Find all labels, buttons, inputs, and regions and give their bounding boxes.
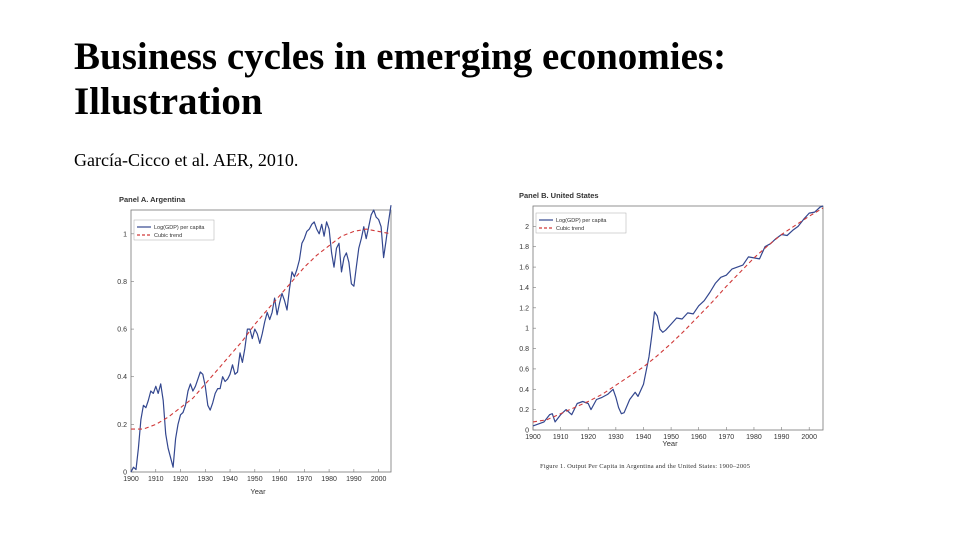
y-tick-label: 1 xyxy=(123,231,127,238)
series-group xyxy=(532,205,824,427)
y-tick-label: 1.8 xyxy=(519,244,529,251)
x-tick-label: 1920 xyxy=(580,434,596,441)
chart-united-states: Panel B. United States 0 0.2 0.4 0.6 0.8 1 1.2… xyxy=(519,191,824,470)
x-tick-label: 1980 xyxy=(746,434,762,441)
chart-title: Panel B. United States xyxy=(519,191,599,200)
legend: Log(GDP) per capita Cubic trend xyxy=(535,212,627,234)
figure-caption: Figure 1. Output Per Capita in Argentina… xyxy=(540,463,750,470)
x-tick-label: 1920 xyxy=(173,476,189,483)
y-tick-label: 1 xyxy=(525,326,529,333)
y-tick-label: 0.2 xyxy=(117,422,127,429)
y-tick-label: 0.8 xyxy=(117,279,127,286)
legend: Log(GDP) per capita Cubic trend xyxy=(133,219,215,241)
x-tick-label: 1950 xyxy=(247,476,263,483)
x-tick-label: 1960 xyxy=(691,434,707,441)
chart-argentina: Panel A. Argentina 00.20.40.60.81 1900 19… xyxy=(117,195,392,496)
cubic-trend-line xyxy=(131,228,392,430)
x-tick-label: 1990 xyxy=(774,434,790,441)
y-tick-label: 0.6 xyxy=(519,366,529,373)
x-tick-label: 2000 xyxy=(371,476,387,483)
x-tick-label: 1900 xyxy=(525,434,541,441)
slide-title: Business cycles in emerging economies: I… xyxy=(74,35,727,123)
y-tick-label: 1.4 xyxy=(519,285,529,292)
y-tick-label: 0 xyxy=(123,470,127,477)
x-tick-label: 1900 xyxy=(123,476,139,483)
gdp-series-line xyxy=(130,205,392,473)
x-axis-title: Year xyxy=(250,487,266,496)
y-tick-label: 1.6 xyxy=(519,265,529,272)
x-axis: 1900 1910 1920 1930 1940 1950 1960 1970 1980 1990… xyxy=(123,469,387,483)
y-axis: 0 0.2 0.4 0.6 0.8 1 1.2 1.4 1.6 1.8 2 xyxy=(519,224,536,435)
y-tick-label: 2 xyxy=(525,224,529,231)
x-tick-label: 1910 xyxy=(553,434,569,441)
cubic-trend-line xyxy=(532,207,824,423)
y-tick-label: 0.6 xyxy=(117,327,127,334)
y-tick-label: 0.8 xyxy=(519,346,529,353)
y-axis: 0 0.2 0.4 0.6 0.8 1 xyxy=(117,231,134,477)
x-tick-label: 1990 xyxy=(346,476,362,483)
x-tick-label: 1940 xyxy=(222,476,238,483)
chart-title: Panel A. Argentina xyxy=(119,195,186,204)
legend-label-trend: Cubic trend xyxy=(556,226,584,232)
x-tick-label: 1930 xyxy=(197,476,213,483)
y-tick-label: 1.2 xyxy=(519,305,529,312)
x-tick-label: 1910 xyxy=(148,476,164,483)
x-tick-label: 1970 xyxy=(719,434,735,441)
x-tick-label: 1970 xyxy=(297,476,313,483)
series-group xyxy=(130,205,392,473)
legend-box xyxy=(133,219,215,241)
y-tick-label: 0.2 xyxy=(519,407,529,414)
x-axis-title: Year xyxy=(662,439,678,448)
legend-label-gdp: Log(GDP) per capita xyxy=(556,218,607,224)
x-tick-label: 2000 xyxy=(801,434,817,441)
y-tick-label: 0.4 xyxy=(117,374,127,381)
legend-box xyxy=(535,212,627,234)
y-tick-label: 0.4 xyxy=(519,387,529,394)
x-tick-label: 1930 xyxy=(608,434,624,441)
legend-label-gdp: Log(GDP) per capita xyxy=(154,225,205,231)
y-tick-label: 0 xyxy=(525,428,529,435)
legend-label-trend: Cubic trend xyxy=(154,233,182,239)
x-axis: 1900 1910 1920 1930 1940 1950 1960 1970 1980 1990… xyxy=(525,427,817,441)
x-tick-label: 1950 xyxy=(663,434,679,441)
x-tick-label: 1940 xyxy=(636,434,652,441)
x-tick-label: 1980 xyxy=(321,476,337,483)
x-tick-label: 1960 xyxy=(272,476,288,483)
slide-subtitle: García-Cicco et al. AER, 2010. xyxy=(74,150,299,170)
